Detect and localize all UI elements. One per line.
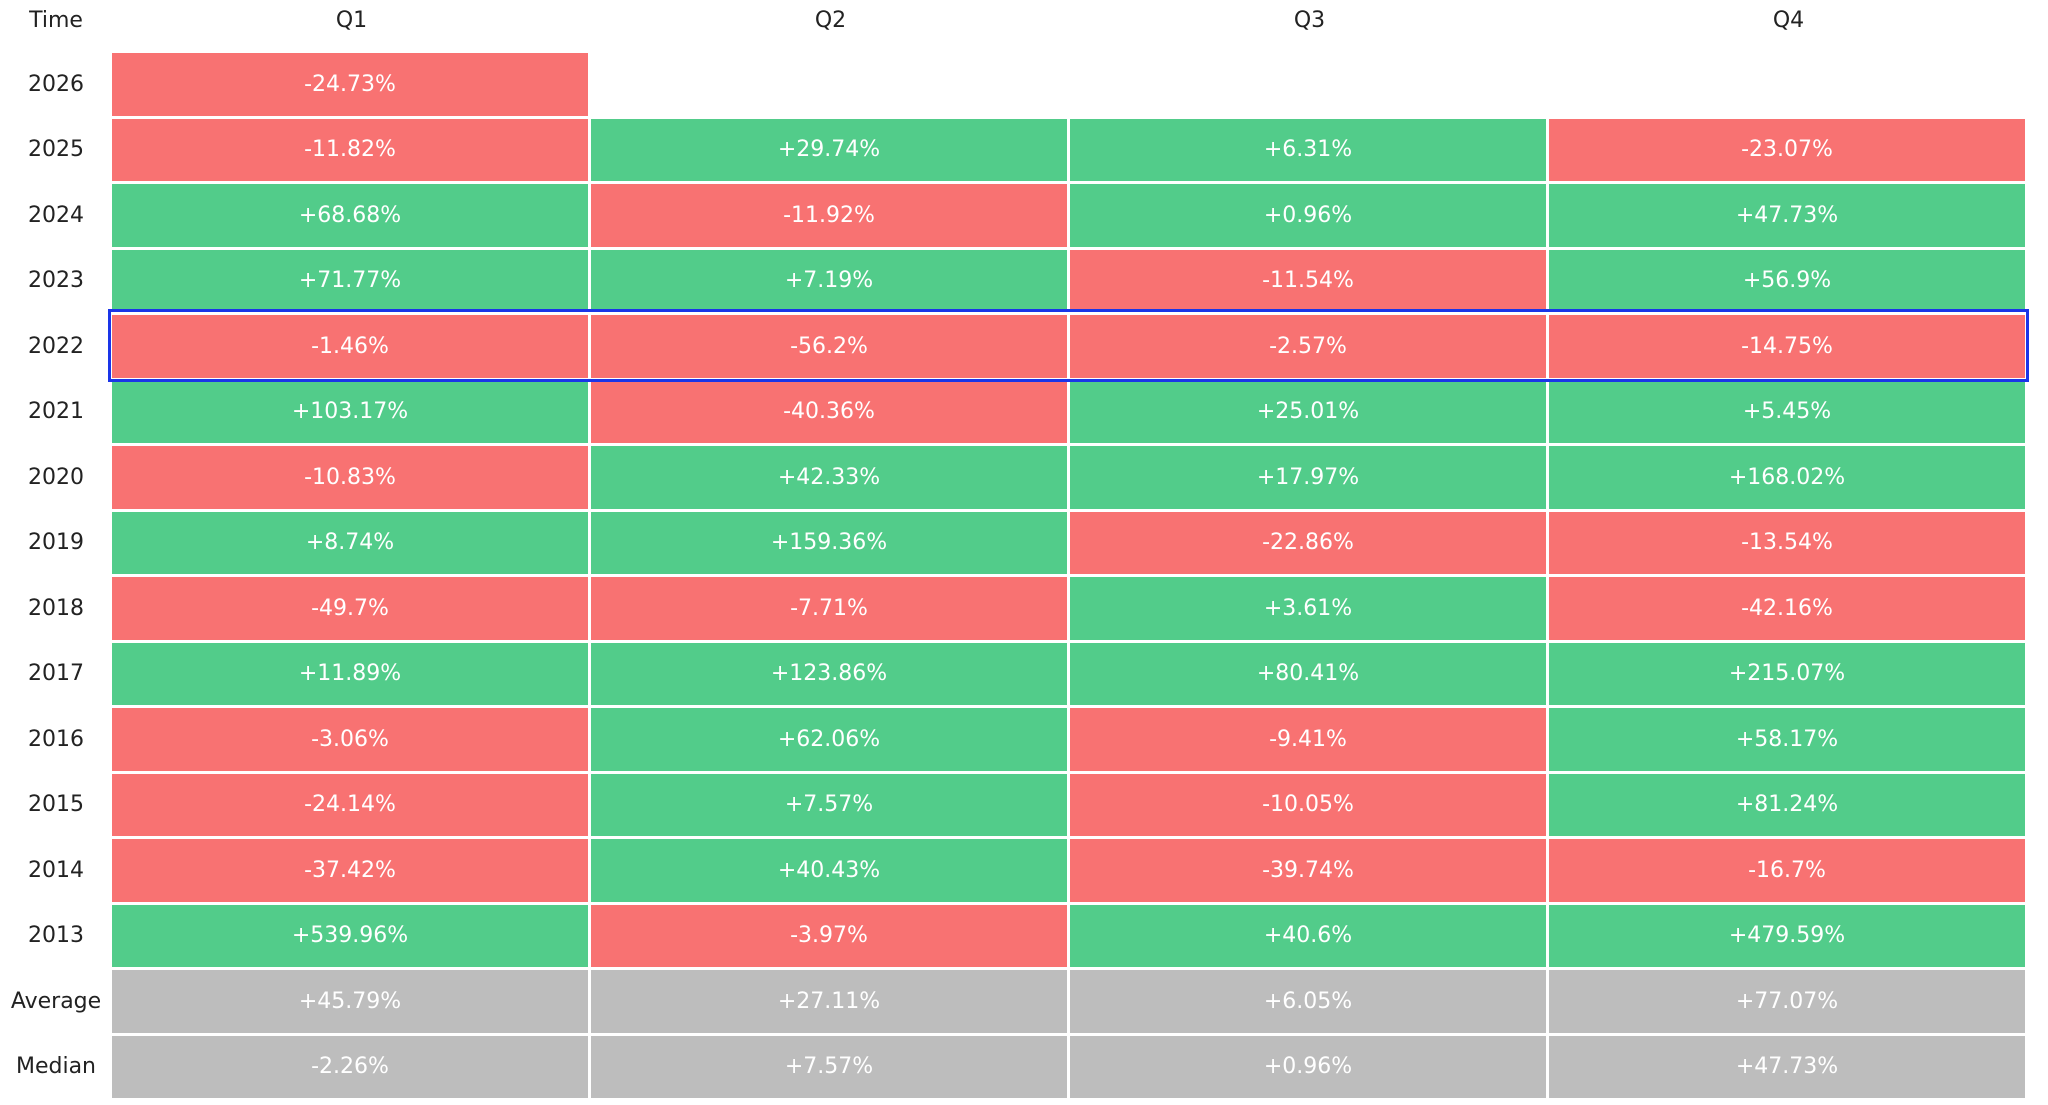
return-cell: -37.42% <box>112 839 588 902</box>
row-label: 2024 <box>28 202 84 228</box>
return-cell: -11.54% <box>1070 249 1546 312</box>
summary-cell: +77.07% <box>1549 970 2025 1033</box>
row-label: 2019 <box>28 530 84 556</box>
summary-cell: -2.26% <box>112 1035 588 1098</box>
return-cell: +11.89% <box>112 642 588 705</box>
return-cell: -16.7% <box>1549 839 2025 902</box>
return-cell: +71.77% <box>112 249 588 312</box>
summary-cell: +27.11% <box>591 970 1067 1033</box>
return-cell: -24.73% <box>112 53 588 116</box>
return-cell: +56.9% <box>1549 249 2025 312</box>
return-cell: -49.7% <box>112 577 588 640</box>
row-label: 2023 <box>28 268 84 294</box>
row-label: 2014 <box>28 857 84 883</box>
return-cell: -56.2% <box>591 315 1067 378</box>
row-label: 2020 <box>28 464 84 490</box>
header-quarter: Q2 <box>814 7 847 33</box>
return-cell: +3.61% <box>1070 577 1546 640</box>
return-cell: +17.97% <box>1070 446 1546 509</box>
row-label: Average <box>10 988 102 1014</box>
selected-row-outline <box>108 309 2029 382</box>
row-label: 2013 <box>28 923 84 949</box>
row-label: 2021 <box>28 399 84 425</box>
row-label: Median <box>15 1054 97 1080</box>
return-cell: -13.54% <box>1549 511 2025 574</box>
header-quarter: Q1 <box>335 7 368 33</box>
return-cell: +0.96% <box>1070 184 1546 247</box>
summary-cell: +6.05% <box>1070 970 1546 1033</box>
return-cell: +215.07% <box>1549 642 2025 705</box>
return-cell: +168.02% <box>1549 446 2025 509</box>
return-cell: +7.19% <box>591 249 1067 312</box>
return-cell: +81.24% <box>1549 773 2025 836</box>
row-label: 2015 <box>28 792 84 818</box>
return-cell: -14.75% <box>1549 315 2025 378</box>
header-quarter: Q4 <box>1772 7 1805 33</box>
return-cell: +5.45% <box>1549 380 2025 443</box>
return-cell: -2.57% <box>1070 315 1546 378</box>
return-cell: +80.41% <box>1070 642 1546 705</box>
header-quarter: Q3 <box>1293 7 1326 33</box>
return-cell: +8.74% <box>112 511 588 574</box>
return-cell: +40.43% <box>591 839 1067 902</box>
return-cell: -3.06% <box>112 708 588 771</box>
return-cell: +103.17% <box>112 380 588 443</box>
return-cell: +68.68% <box>112 184 588 247</box>
return-cell: +42.33% <box>591 446 1067 509</box>
return-cell: -10.05% <box>1070 773 1546 836</box>
return-cell: +25.01% <box>1070 380 1546 443</box>
return-cell: +479.59% <box>1549 904 2025 967</box>
summary-cell: +7.57% <box>591 1035 1067 1098</box>
return-cell: -40.36% <box>591 380 1067 443</box>
return-cell: -11.92% <box>591 184 1067 247</box>
summary-cell: +47.73% <box>1549 1035 2025 1098</box>
return-cell: -7.71% <box>591 577 1067 640</box>
header-time: Time <box>29 7 83 33</box>
return-cell: -22.86% <box>1070 511 1546 574</box>
return-cell: +47.73% <box>1549 184 2025 247</box>
row-label: 2025 <box>28 137 84 163</box>
row-label: 2026 <box>28 71 84 97</box>
return-cell: +539.96% <box>112 904 588 967</box>
return-cell: -39.74% <box>1070 839 1546 902</box>
return-cell: -3.97% <box>591 904 1067 967</box>
row-label: 2022 <box>28 333 84 359</box>
return-cell: +123.86% <box>591 642 1067 705</box>
summary-cell: +0.96% <box>1070 1035 1546 1098</box>
return-cell: -10.83% <box>112 446 588 509</box>
return-cell: +40.6% <box>1070 904 1546 967</box>
return-cell: +58.17% <box>1549 708 2025 771</box>
return-cell: +62.06% <box>591 708 1067 771</box>
row-label: 2016 <box>28 726 84 752</box>
return-cell: -23.07% <box>1549 118 2025 181</box>
return-cell: -24.14% <box>112 773 588 836</box>
return-cell: +159.36% <box>591 511 1067 574</box>
row-label: 2018 <box>28 595 84 621</box>
return-cell: -42.16% <box>1549 577 2025 640</box>
return-cell: -9.41% <box>1070 708 1546 771</box>
return-cell: +7.57% <box>591 773 1067 836</box>
row-label: 2017 <box>28 661 84 687</box>
summary-cell: +45.79% <box>112 970 588 1033</box>
return-cell: +6.31% <box>1070 118 1546 181</box>
return-cell: +29.74% <box>591 118 1067 181</box>
return-cell: -11.82% <box>112 118 588 181</box>
return-cell: -1.46% <box>112 315 588 378</box>
